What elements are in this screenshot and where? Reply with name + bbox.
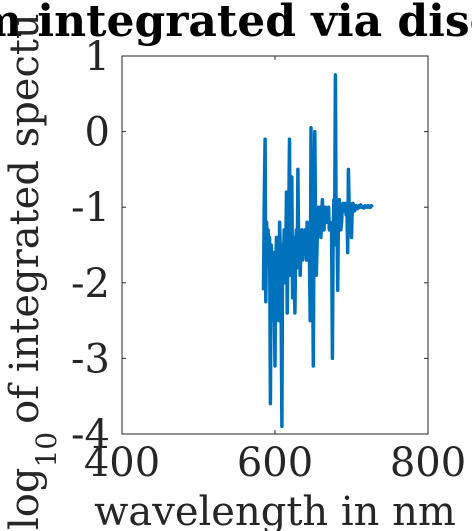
series-group <box>261 73 374 429</box>
y-tick-label: -1 <box>71 185 110 231</box>
x-axis-label: wavelength in nm <box>94 489 456 531</box>
y-tick-label: 1 <box>85 34 110 80</box>
series-line-0 <box>261 73 374 429</box>
x-tick-label: 400 <box>84 440 160 486</box>
y-axis-label-prefix: log <box>2 468 48 530</box>
y-axis-label-text: of integrated spectu <box>2 13 48 424</box>
y-tick-label: -3 <box>71 336 110 382</box>
y-axis-label-subscript: 10 <box>30 432 63 468</box>
y-ticks: 1 0 -1 -2 -3 -4 <box>71 34 428 458</box>
y-tick-label: -4 <box>71 412 110 458</box>
y-tick-label: -2 <box>71 261 110 307</box>
y-tick-label: 0 <box>85 110 110 156</box>
y-axis-label: log10 of integrated spectu <box>2 13 63 530</box>
x-ticks: 400 600 800 <box>84 56 466 486</box>
svg-text:log10of integrated spectu: log10 of integrated spectu <box>2 13 63 530</box>
x-tick-label: 800 <box>390 440 466 486</box>
x-tick-label: 600 <box>237 440 313 486</box>
chart-title: m integrated via disc <box>0 0 472 47</box>
